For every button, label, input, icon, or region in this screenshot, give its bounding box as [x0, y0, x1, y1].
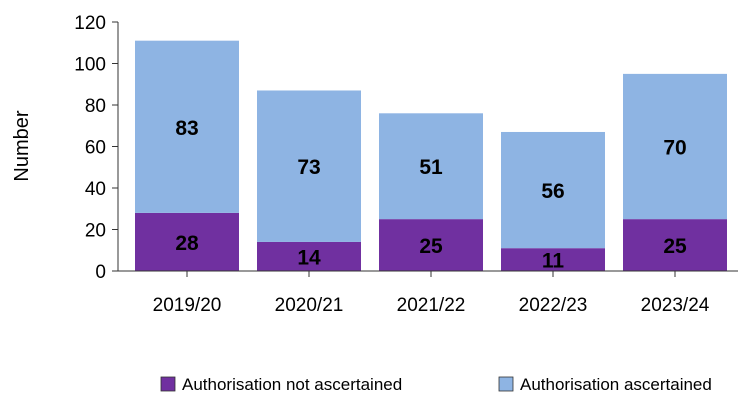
data-label: 25: [663, 235, 687, 258]
x-tick-label: 2021/22: [397, 295, 466, 316]
data-label: 70: [663, 137, 686, 160]
data-label: 56: [541, 180, 564, 203]
bars-layer: [135, 40, 727, 271]
bar-segment-not-ascertained: [623, 219, 727, 271]
bar-segment-ascertained: [623, 73, 727, 220]
bar-segment-not-ascertained: [379, 219, 483, 271]
legend-label: Authorisation ascertained: [520, 375, 712, 394]
bar-segment-ascertained: [135, 40, 239, 213]
x-tick-label: 2020/21: [275, 295, 344, 316]
data-labels-layer: 28 83 14 73 25 51 11 56 25 70: [175, 117, 687, 273]
data-label: 83: [175, 117, 198, 140]
data-label: 28: [175, 232, 199, 255]
y-tick-label: 0: [95, 262, 106, 283]
y-tick-label: 100: [74, 55, 106, 76]
x-tick-label: 2022/23: [519, 295, 588, 316]
data-label: 11: [542, 250, 565, 273]
bar-segment-not-ascertained: [501, 248, 605, 271]
legend-swatch: [498, 376, 514, 392]
data-label: 73: [297, 156, 320, 179]
y-tick-label: 120: [74, 13, 106, 34]
data-label: 14: [297, 246, 321, 269]
axis-layer: 0 20 40 60 80 100 120 2019/20 2020/21 2021/22 2022…: [74, 13, 738, 316]
bar-segment-ascertained: [257, 90, 361, 242]
y-tick-label: 40: [85, 179, 106, 200]
legend: Authorisation not ascertained Authorisati…: [160, 375, 712, 394]
bar-segment-not-ascertained: [135, 212, 239, 271]
data-label: 51: [419, 156, 443, 179]
y-axis-title: Number: [11, 110, 33, 181]
bar-segment-ascertained: [379, 113, 483, 220]
legend-swatch: [160, 376, 176, 392]
bar-segment-ascertained: [501, 131, 605, 249]
y-tick-label: 60: [85, 138, 106, 159]
y-tick-label: 80: [85, 96, 106, 117]
data-label: 25: [419, 235, 443, 258]
x-tick-label: 2023/24: [641, 295, 710, 316]
x-tick-label: 2019/20: [153, 295, 222, 316]
legend-label: Authorisation not ascertained: [182, 375, 402, 394]
y-tick-label: 20: [85, 221, 106, 242]
bar-segment-not-ascertained: [257, 241, 361, 271]
